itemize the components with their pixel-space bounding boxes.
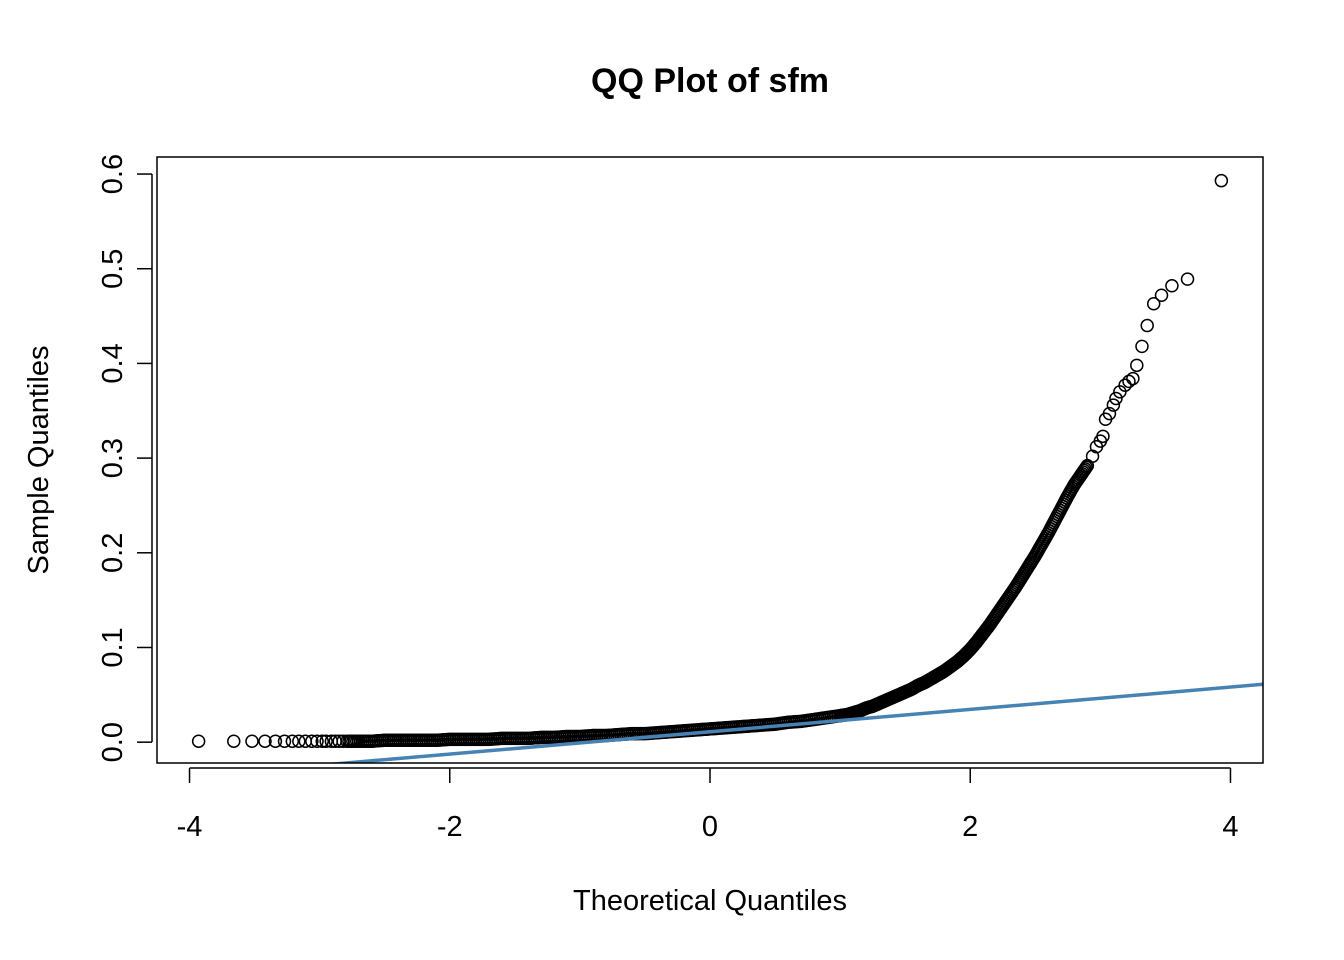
data-point-band (1079, 460, 1094, 475)
data-point (1102, 406, 1117, 421)
y-tick-label: 0.1 (97, 627, 129, 667)
data-point (1126, 371, 1140, 386)
y-tick-label: 0.2 (97, 533, 129, 573)
axes-layer: -4 -2 0 2 4 0.0 0.1 0.2 0.3 0.4 0.5 0.6 (97, 154, 1239, 843)
x-tick-label: 0 (702, 811, 718, 843)
reference-line-layer (325, 682, 1263, 763)
data-point (319, 734, 333, 748)
data-point (310, 734, 324, 748)
data-point (292, 734, 306, 748)
data-point (1122, 374, 1136, 389)
x-axis-label: Theoretical Quantiles (573, 885, 847, 917)
x-tick-label: -4 (177, 811, 203, 843)
y-tick-label: 0.6 (97, 154, 129, 194)
points-layer (191, 173, 1229, 748)
data-point (1130, 358, 1144, 373)
chart-title: QQ Plot of sfm (591, 62, 829, 100)
data-point (268, 734, 283, 748)
data-point (1140, 318, 1154, 333)
y-tick-label: 0.5 (97, 249, 129, 289)
data-point (1154, 288, 1169, 302)
x-tick-label: -2 (437, 811, 463, 843)
qq-reference-line (325, 682, 1263, 763)
data-point (285, 734, 300, 748)
data-point (1096, 429, 1110, 444)
x-tick-label: 2 (962, 811, 978, 843)
data-point (1118, 378, 1132, 392)
data-point (1106, 398, 1121, 412)
data-point (1214, 173, 1229, 188)
data-point (305, 734, 319, 748)
data-point (1180, 272, 1195, 286)
data-point-band (1078, 462, 1092, 476)
data-point (1085, 449, 1100, 463)
data-point (227, 734, 241, 748)
data-point (1165, 279, 1179, 293)
data-point (191, 734, 206, 748)
x-tick-label: 4 (1222, 811, 1238, 843)
data-point (1109, 391, 1123, 406)
y-tick-label: 0.4 (97, 343, 129, 383)
plot-frame (156, 156, 1264, 764)
y-axis-label: Sample Quantiles (23, 346, 55, 575)
y-tick-label: 0.3 (97, 438, 129, 478)
data-point (258, 734, 272, 748)
y-tick-label: 0.0 (97, 722, 129, 762)
data-point (245, 734, 259, 748)
data-point (1146, 297, 1161, 311)
data-point (315, 734, 329, 748)
data-point (277, 734, 292, 748)
data-point (1135, 339, 1149, 354)
